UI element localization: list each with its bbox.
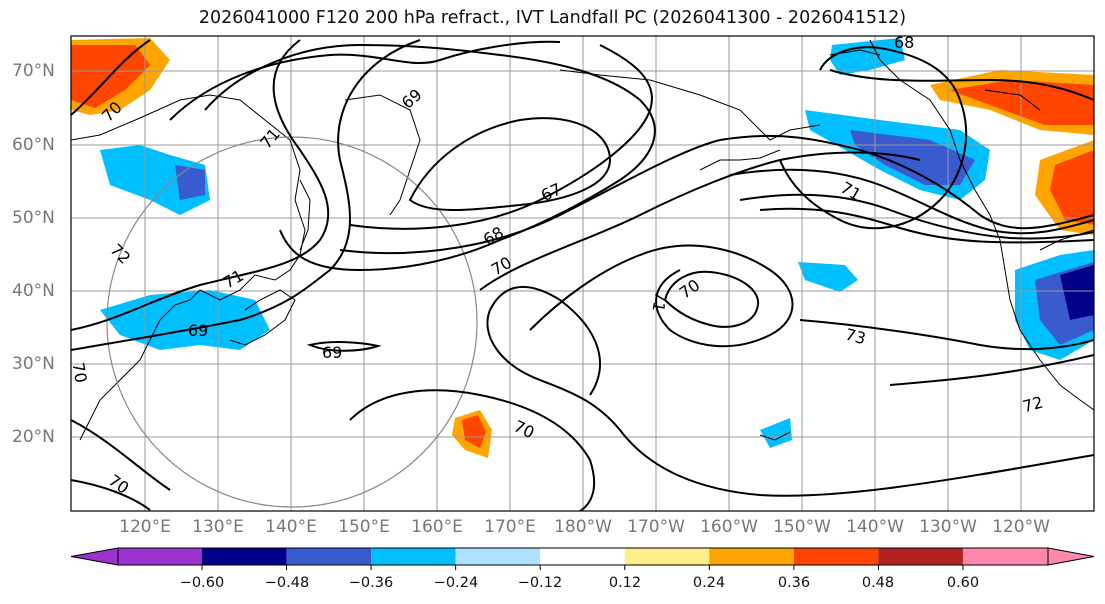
- contour-label: 68: [480, 223, 507, 250]
- lon-label: 160°E: [411, 517, 463, 537]
- cold-patch-hawaii: [760, 418, 792, 448]
- warm-patch-sub-core: [462, 415, 486, 448]
- colorbar-tick-label: 0.60: [946, 575, 980, 591]
- warm-patch-e-core: [1050, 150, 1094, 225]
- lon-label: 150°E: [338, 517, 390, 537]
- contour-label: 72: [106, 240, 134, 268]
- lat-label: 20°N: [12, 427, 55, 447]
- colorbar-tick-label: 0.12: [608, 575, 642, 591]
- lat-label: 60°N: [12, 135, 55, 155]
- map-frame: [70, 35, 1095, 512]
- lon-label: 170°W: [627, 517, 685, 537]
- contour-label: 69: [398, 85, 426, 113]
- cold-patch-mid: [798, 262, 858, 292]
- contour-label: 69: [188, 321, 208, 340]
- contour-label: 73: [843, 325, 868, 349]
- lat-label: 30°N: [12, 354, 55, 374]
- cold-patch-wcoast-deep: [1060, 265, 1094, 320]
- contour-label: 70: [488, 253, 515, 280]
- colorbar-tick-label: 0.24: [692, 575, 726, 591]
- lon-label: 120°E: [119, 517, 171, 537]
- contour-label: 72: [1021, 393, 1046, 417]
- contour-label: 70: [105, 471, 133, 498]
- lon-label: 170°E: [484, 517, 536, 537]
- lat-label: 40°N: [12, 281, 55, 301]
- colorbar-tick-label: 0.36: [777, 575, 811, 591]
- colorbar-tick-label: −0.48: [264, 575, 310, 591]
- lon-label: 130°W: [919, 517, 977, 537]
- contour-label: 71: [256, 125, 284, 153]
- cold-patch-asia-core: [175, 165, 205, 200]
- cold-patch-bering: [830, 38, 905, 75]
- contour-label: 71: [220, 266, 247, 293]
- contour-label: 69: [322, 343, 342, 362]
- lon-label: 160°W: [700, 517, 758, 537]
- warm-patch-ne-core: [950, 80, 1094, 125]
- plot-title: 2026041000 F120 200 hPa refract., IVT La…: [198, 8, 907, 28]
- coastlines: [71, 39, 1094, 441]
- colorbar-tick-label: −0.60: [179, 575, 225, 591]
- colorbar-tick-label: −0.24: [433, 575, 479, 591]
- lon-label: 120°W: [992, 517, 1050, 537]
- lon-label: 140°E: [265, 517, 317, 537]
- lon-label: 140°W: [846, 517, 904, 537]
- colorbar-tick-label: −0.12: [517, 575, 563, 591]
- lon-label: 150°W: [773, 517, 831, 537]
- contour-label: 70: [68, 361, 90, 384]
- contour-label-group: 68 70 71 69 67 68 70 72 71 70 71 71 73 7…: [68, 33, 1045, 498]
- contour-label: 71: [648, 290, 670, 313]
- colorbar-tick-label: 0.48: [861, 575, 895, 591]
- lat-label: 50°N: [12, 208, 55, 228]
- contour-label: 68: [894, 33, 914, 52]
- contour-label: 70: [511, 416, 537, 442]
- lat-label: 70°N: [12, 61, 55, 81]
- contour-lines: [71, 39, 1094, 511]
- cold-patch-japan: [100, 290, 270, 350]
- lon-label: 180°W: [554, 517, 612, 537]
- lon-label: 130°E: [192, 517, 244, 537]
- colorbar-tick-label: −0.36: [348, 575, 394, 591]
